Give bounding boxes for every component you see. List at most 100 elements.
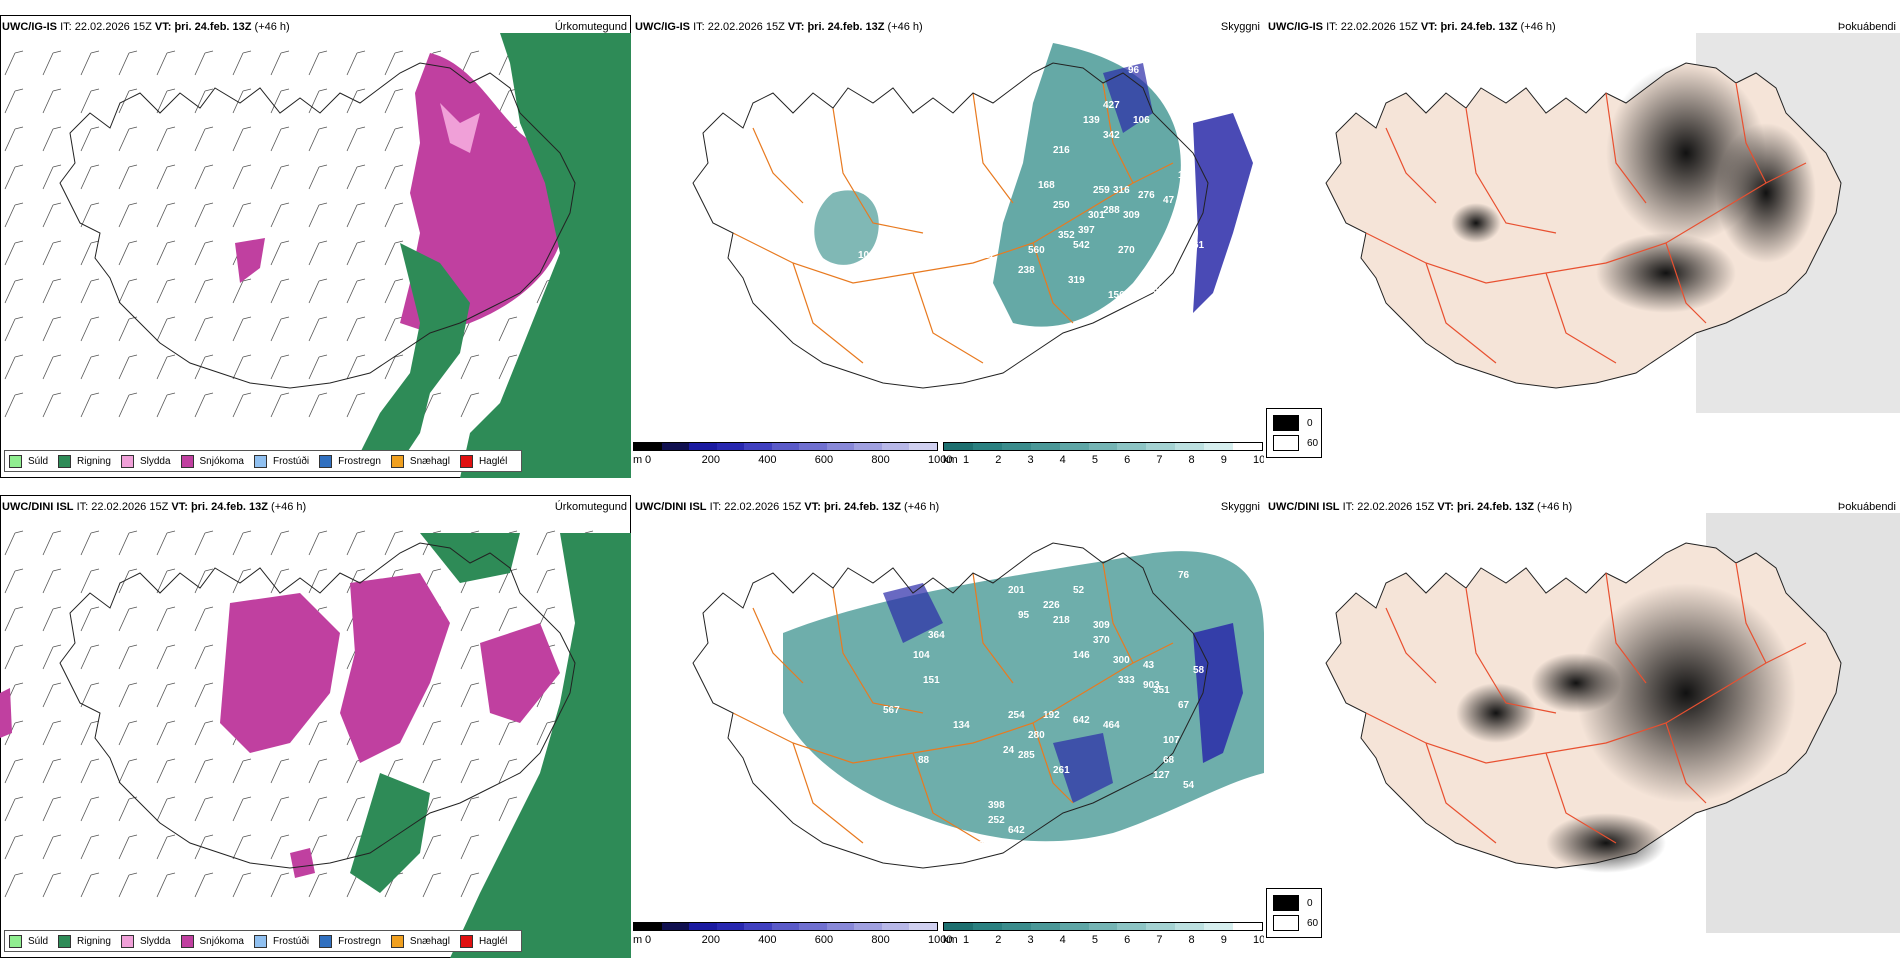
wind-barb xyxy=(156,644,176,670)
colorbar-step xyxy=(944,443,973,450)
visibility-bar xyxy=(943,442,1263,451)
swatch xyxy=(58,934,72,948)
wind-barb xyxy=(308,796,328,822)
wind-barb xyxy=(118,682,138,708)
roads xyxy=(732,562,1174,844)
wind-barb xyxy=(80,278,100,304)
legend-label: Frostregn xyxy=(338,455,381,467)
legend-item: Snæhagl xyxy=(390,454,450,468)
colorbar-step xyxy=(799,923,827,930)
wind-barb xyxy=(42,720,62,746)
cloud-height-label: 61 xyxy=(1193,240,1205,251)
wind-barb xyxy=(498,354,518,380)
cloud-height-label: 53 xyxy=(1153,285,1165,296)
wind-barb xyxy=(80,758,100,784)
colorbar-step xyxy=(972,443,1002,450)
visibility-colorbar: km 1 2 3 4 5 6 7 8 9 10 xyxy=(943,442,1264,470)
colorbar-step xyxy=(854,443,882,450)
legend-item: Snjókoma xyxy=(180,934,244,948)
swatch xyxy=(1273,895,1299,911)
wind-barb xyxy=(4,126,24,152)
wind-barb xyxy=(346,796,366,822)
wind-barb xyxy=(498,606,518,632)
cloud-height-label: 364 xyxy=(928,630,945,641)
colorbar-step xyxy=(1146,923,1176,930)
cloud-height-label: 352 xyxy=(1058,230,1075,241)
cloud-height-label: 82 xyxy=(1143,540,1155,551)
visibility-region-west xyxy=(814,190,879,265)
wind-barb xyxy=(118,126,138,152)
legend-label: Frostúði xyxy=(272,935,310,947)
colorbar-tick: 200 xyxy=(701,934,720,946)
colorbar-step xyxy=(716,923,745,930)
wind-barb xyxy=(4,872,24,898)
swatch xyxy=(459,454,473,468)
colorbar-step xyxy=(909,443,938,450)
wind-barb xyxy=(80,240,100,266)
wind-barb xyxy=(194,354,214,380)
wind-barb xyxy=(232,50,252,76)
legend-item: Frostúði xyxy=(253,454,309,468)
swatch xyxy=(9,454,22,468)
colorbar-step xyxy=(1030,923,1060,930)
swatch xyxy=(9,934,22,948)
colorbar-step xyxy=(909,923,938,930)
wind-barb xyxy=(118,392,138,418)
colorbar-step xyxy=(944,923,973,930)
wind-barb xyxy=(384,202,404,228)
wind-barb xyxy=(460,796,480,822)
model-id: UWC/IG-IS xyxy=(635,21,690,33)
fog-zone xyxy=(1716,123,1816,263)
wind-barb xyxy=(156,758,176,784)
cloud-height-labels: 199 82 76 201 52 226 218 95 309 370 364 104 146 300 43… xyxy=(883,535,1205,891)
cloud-height-label: 642 xyxy=(1073,715,1090,726)
wind-barb xyxy=(118,316,138,342)
wind-barb xyxy=(118,354,138,380)
wind-barb xyxy=(194,796,214,822)
wind-barb xyxy=(308,392,328,418)
wind-barb xyxy=(80,316,100,342)
wind-barb xyxy=(308,278,328,304)
wind-barb xyxy=(42,50,62,76)
colorbar-tick: 3 xyxy=(1027,454,1034,466)
colorbar-step xyxy=(661,923,690,930)
cloud-height-label: 24 xyxy=(1003,745,1015,756)
snow-patch-edge xyxy=(0,688,12,738)
wind-barb xyxy=(118,278,138,304)
wind-barb xyxy=(232,758,252,784)
fog-zone xyxy=(1531,653,1621,713)
fog-legend-label: 60 xyxy=(1307,917,1319,929)
ceiling-unit: m xyxy=(633,934,643,946)
cloud-height-label: 280 xyxy=(1028,730,1045,741)
legend-label: Snæhagl xyxy=(409,935,450,947)
legend-label: Slydda xyxy=(139,935,171,947)
wind-barb xyxy=(308,530,328,556)
wind-barb xyxy=(308,834,328,860)
rain-region xyxy=(460,33,631,478)
wind-barb xyxy=(156,50,176,76)
wind-barb xyxy=(4,530,24,556)
cloud-height-label: 300 xyxy=(1113,655,1130,666)
colorbar-tick: 800 xyxy=(871,454,890,466)
wind-barb xyxy=(346,88,366,114)
fog-zone xyxy=(1456,683,1536,743)
wind-barb xyxy=(42,758,62,784)
vt-label: VT: xyxy=(1420,21,1438,33)
it-value: 22.02.2026 15Z xyxy=(1357,501,1435,513)
colorbar-step xyxy=(1001,923,1031,930)
colorbar-tick: 9 xyxy=(1220,454,1227,466)
wind-barb xyxy=(460,392,480,418)
wind-barb xyxy=(270,530,290,556)
cloud-height-label: 351 xyxy=(1153,685,1170,696)
colorbar-tick: 5 xyxy=(1091,934,1098,946)
fog-legend-label: 0 xyxy=(1307,897,1313,909)
wind-barb xyxy=(80,644,100,670)
cloud-height-label: 567 xyxy=(883,705,900,716)
cloud-height-label: 25 xyxy=(943,880,955,891)
wind-barb xyxy=(232,202,252,228)
colorbar-tick: 1 xyxy=(963,934,970,946)
wind-barb xyxy=(270,202,290,228)
wind-barb xyxy=(156,720,176,746)
wind-barb xyxy=(308,758,328,784)
wind-barb xyxy=(156,164,176,190)
